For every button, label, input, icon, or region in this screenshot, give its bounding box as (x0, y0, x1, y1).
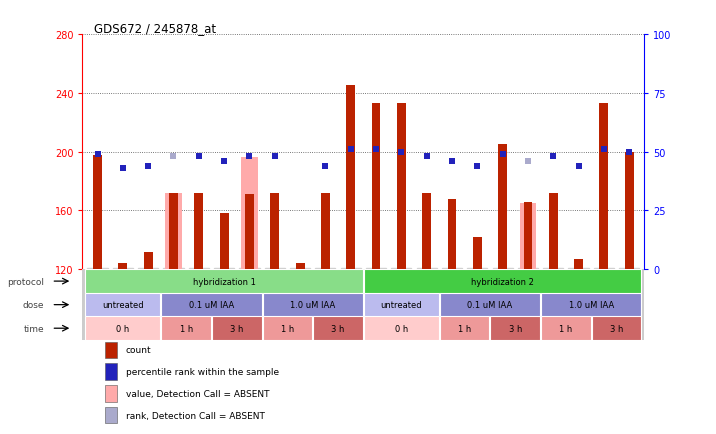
Text: 0.1 uM IAA: 0.1 uM IAA (189, 300, 234, 309)
Bar (105, 407, 117, 424)
Bar (263, 293, 363, 317)
Bar (541, 293, 642, 317)
Bar (498, 145, 507, 270)
Bar (422, 193, 431, 270)
Bar (296, 264, 304, 270)
Text: 1 h: 1 h (458, 324, 471, 333)
Bar (549, 193, 558, 270)
Text: GDS672 / 245878_at: GDS672 / 245878_at (94, 22, 216, 35)
Bar (448, 199, 456, 270)
Text: dose: dose (23, 300, 44, 309)
Text: 3 h: 3 h (610, 324, 623, 333)
Text: protocol: protocol (7, 277, 44, 286)
Bar (313, 317, 363, 340)
Bar (440, 317, 490, 340)
Text: 0 h: 0 h (395, 324, 408, 333)
Text: 3 h: 3 h (332, 324, 344, 333)
Bar (625, 152, 634, 270)
Bar (473, 237, 482, 270)
Bar (241, 158, 258, 270)
Text: 1.0 uM IAA: 1.0 uM IAA (290, 300, 335, 309)
Bar (165, 193, 182, 270)
Bar (541, 317, 591, 340)
Bar (591, 317, 642, 340)
Text: untreated: untreated (380, 300, 422, 309)
Bar (490, 317, 540, 340)
Bar (161, 317, 211, 340)
Text: time: time (24, 324, 44, 333)
Bar (271, 193, 279, 270)
Text: 1 h: 1 h (180, 324, 193, 333)
Text: percentile rank within the sample: percentile rank within the sample (125, 367, 279, 376)
Bar (85, 293, 160, 317)
Text: 3 h: 3 h (508, 324, 522, 333)
Text: 1 h: 1 h (281, 324, 294, 333)
Text: 1 h: 1 h (559, 324, 573, 333)
Bar (93, 155, 102, 270)
Bar (372, 104, 380, 270)
Bar (397, 104, 406, 270)
Text: untreated: untreated (102, 300, 144, 309)
Bar (105, 364, 117, 380)
Bar (118, 264, 127, 270)
Bar (599, 104, 609, 270)
Text: 0.1 uM IAA: 0.1 uM IAA (468, 300, 513, 309)
Bar (220, 214, 228, 270)
Bar (105, 342, 117, 358)
Bar (85, 270, 363, 293)
Bar (347, 86, 355, 270)
Bar (440, 293, 540, 317)
Bar (364, 270, 642, 293)
Text: 3 h: 3 h (230, 324, 243, 333)
Bar (194, 193, 203, 270)
Bar (520, 204, 536, 270)
Text: count: count (125, 345, 151, 355)
Bar (105, 385, 117, 401)
Bar (574, 260, 583, 270)
Bar (321, 193, 330, 270)
Bar (144, 252, 153, 270)
Text: value, Detection Call = ABSENT: value, Detection Call = ABSENT (125, 389, 269, 398)
Text: hybridization 2: hybridization 2 (471, 277, 534, 286)
Bar (263, 317, 312, 340)
Bar (85, 317, 160, 340)
Bar (523, 202, 533, 270)
Bar (364, 317, 439, 340)
Bar (169, 193, 178, 270)
Bar (245, 195, 254, 270)
Text: rank, Detection Call = ABSENT: rank, Detection Call = ABSENT (125, 411, 264, 420)
Text: hybridization 1: hybridization 1 (193, 277, 256, 286)
Text: 0 h: 0 h (116, 324, 130, 333)
Bar (364, 293, 439, 317)
Bar (161, 293, 261, 317)
Bar (212, 317, 261, 340)
Text: 1.0 uM IAA: 1.0 uM IAA (569, 300, 614, 309)
